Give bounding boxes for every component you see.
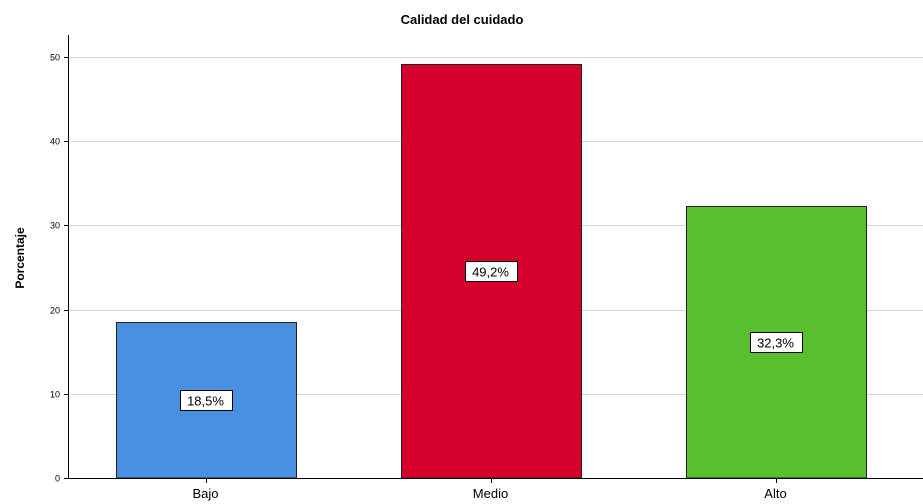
data-label: 32,3% (750, 332, 803, 353)
data-label-box (750, 332, 803, 353)
chart-title: Calidad del cuidado (401, 12, 524, 27)
bars-layer (116, 64, 867, 479)
data-label-text: 49,2% (472, 264, 509, 279)
data-label-box (465, 261, 518, 282)
y-tick-label: 40 (50, 137, 60, 147)
data-label: 49,2% (465, 261, 518, 282)
y-tick-label: 30 (50, 221, 60, 231)
x-tick-label: Medio (473, 486, 508, 501)
axes-layer: 0 10 20 30 40 50 Bajo Medio Alto (50, 35, 923, 501)
data-label-text: 18,5% (187, 393, 224, 408)
y-tick-label: 50 (50, 53, 60, 63)
data-label-text: 32,3% (757, 335, 794, 350)
x-tick-label: Bajo (192, 486, 218, 501)
y-tick-label: 0 (55, 474, 60, 484)
y-tick-label: 10 (50, 390, 60, 400)
x-tick-label: Alto (764, 486, 786, 501)
data-label-box (180, 390, 233, 411)
y-tick-label: 20 (50, 306, 60, 316)
data-labels-layer: 18,5% 49,2% 32,3% (180, 261, 803, 411)
data-label: 18,5% (180, 390, 233, 411)
y-axis-label: Porcentaje (13, 227, 27, 289)
